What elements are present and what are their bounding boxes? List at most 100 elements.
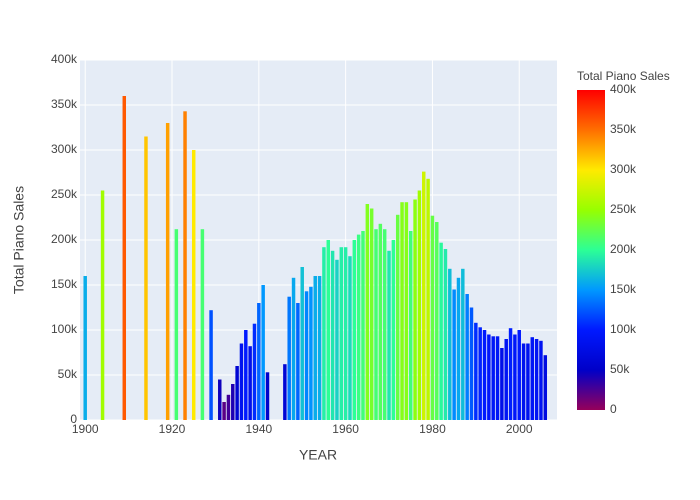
colorbar-tick-label: 100k: [610, 322, 637, 336]
bar: [183, 111, 187, 421]
bar: [478, 327, 482, 420]
bar: [404, 202, 409, 420]
bar: [239, 343, 244, 420]
x-tick-label: 1940: [245, 422, 272, 436]
bar: [339, 247, 344, 420]
bar: [122, 96, 127, 420]
bar: [517, 330, 521, 420]
colorbar-tick-label: 300k: [610, 162, 637, 176]
bar: [226, 394, 231, 420]
y-tick-label: 0: [70, 412, 77, 426]
bar: [456, 277, 461, 420]
bar: [322, 247, 326, 420]
bar: [491, 336, 495, 420]
bar: [191, 150, 196, 420]
bar: [244, 330, 248, 420]
y-tick-label: 400k: [51, 52, 78, 66]
bar: [461, 268, 465, 420]
colorbar-tick-label: 0: [610, 402, 617, 416]
bar: [361, 231, 365, 420]
bar: [526, 343, 530, 420]
bar: [374, 229, 378, 420]
bar: [530, 337, 534, 420]
bar: [495, 336, 500, 420]
x-tick-label: 2000: [506, 422, 533, 436]
x-tick-label: 1900: [72, 422, 99, 436]
bar: [352, 240, 357, 420]
bar: [287, 296, 291, 420]
x-tick-label: 1980: [419, 422, 446, 436]
bar: [330, 250, 335, 420]
bar: [448, 268, 452, 420]
bar: [408, 231, 413, 420]
bar: [348, 256, 352, 420]
bar: [365, 204, 370, 420]
bar: [474, 322, 478, 420]
colorbar-tick-label: 200k: [610, 242, 637, 256]
bar: [265, 372, 270, 420]
bar: [283, 364, 287, 420]
y-tick-label: 350k: [51, 97, 78, 111]
bar: [235, 366, 239, 420]
y-tick-label: 50k: [58, 367, 78, 381]
bar: [296, 303, 300, 420]
bar: [400, 202, 404, 420]
bar: [417, 190, 422, 420]
bar: [144, 136, 148, 420]
bar: [413, 199, 417, 420]
bar: [452, 289, 456, 420]
bar: [222, 402, 226, 420]
x-axis-title: YEAR: [299, 447, 337, 463]
bar: [534, 339, 539, 420]
y-tick-label: 100k: [51, 322, 78, 336]
bar: [508, 328, 513, 420]
colorbar-tick-label: 250k: [610, 202, 637, 216]
bar: [304, 291, 309, 420]
bar: [435, 222, 439, 420]
bar: [465, 294, 469, 420]
bar: [422, 171, 426, 420]
colorbar-tick-label: 150k: [610, 282, 637, 296]
bar: [313, 276, 317, 420]
bar: [165, 123, 170, 420]
bar: [439, 242, 443, 420]
bar: [218, 379, 222, 420]
bar: [391, 240, 396, 420]
bar: [482, 330, 487, 420]
bar: [369, 208, 374, 420]
bar: [252, 323, 257, 420]
colorbar-tick-label: 50k: [610, 362, 630, 376]
y-tick-label: 300k: [51, 142, 78, 156]
bar: [257, 303, 261, 420]
bar: [426, 178, 430, 420]
colorbar-tick-label: 400k: [610, 82, 637, 96]
bar: [209, 310, 213, 420]
bar: [469, 307, 474, 420]
bar: [543, 355, 548, 420]
bar: [387, 250, 391, 420]
bar: [300, 267, 304, 420]
bar: [443, 249, 448, 420]
bar: [539, 340, 543, 420]
bar: [231, 384, 235, 420]
bar: [200, 229, 205, 420]
bar: [309, 286, 313, 420]
y-tick-label: 150k: [51, 277, 78, 291]
bar: [395, 214, 400, 420]
colorbar-tick-label: 350k: [610, 122, 637, 136]
bar: [317, 276, 322, 420]
bar: [174, 229, 179, 420]
bar: [335, 259, 339, 420]
colorbar: [577, 90, 605, 410]
y-axis-title: Total Piano Sales: [11, 186, 27, 294]
x-tick-label: 1960: [332, 422, 359, 436]
bar: [248, 346, 252, 420]
colorbar-title: Total Piano Sales: [577, 69, 670, 83]
y-tick-label: 250k: [51, 187, 78, 201]
bar: [261, 285, 265, 420]
bar: [487, 334, 491, 420]
bar: [343, 247, 348, 420]
bar: [513, 334, 517, 420]
bar: [378, 223, 383, 420]
